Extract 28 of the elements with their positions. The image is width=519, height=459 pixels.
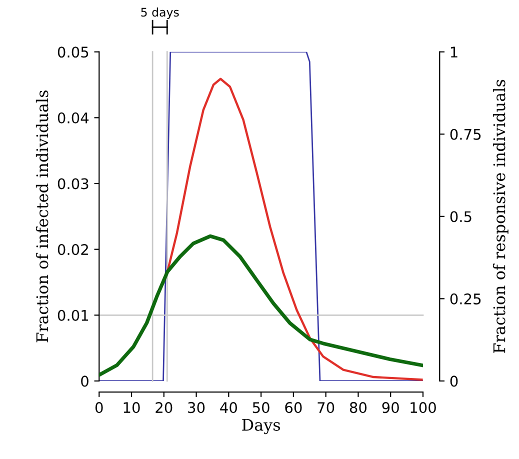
y2-tick-label: 1 bbox=[450, 46, 458, 58]
line-series bbox=[166, 78, 423, 381]
x-tick-label: 90 bbox=[382, 402, 399, 414]
x-tick-label: 0 bbox=[95, 402, 103, 414]
y-tick-label: 0 bbox=[81, 376, 88, 387]
y2-tick-label: 0.5 bbox=[450, 211, 472, 222]
line-series bbox=[99, 234, 423, 377]
y-tick-label: 0.05 bbox=[58, 46, 88, 58]
y2-tick-label: 0 bbox=[450, 376, 458, 387]
x-axis-title: Days bbox=[242, 418, 280, 434]
y-tick-label: 0.04 bbox=[58, 112, 89, 124]
x-tick-label: 20 bbox=[156, 402, 172, 414]
x-tick-label: 100 bbox=[410, 402, 436, 414]
x-tick-label: 80 bbox=[350, 402, 367, 414]
y-tick-label: 0.01 bbox=[58, 310, 88, 321]
y-tick-label: 0.03 bbox=[58, 178, 88, 190]
x-tick-label: 50 bbox=[252, 402, 270, 414]
y-tick-label: 0.02 bbox=[58, 244, 88, 256]
x-tick-label: 60 bbox=[285, 402, 302, 414]
y-axis-title: Fraction of infected individuals bbox=[36, 90, 48, 342]
x-tick-label: 40 bbox=[220, 402, 237, 414]
x-tick-label: 30 bbox=[188, 402, 205, 414]
text: 5 days bbox=[141, 8, 179, 19]
x-tick-label: 70 bbox=[318, 402, 334, 414]
y2-axis-title: Fraction of responsive individuals bbox=[492, 80, 508, 353]
y2-tick-label: 0.75 bbox=[450, 128, 481, 140]
y2-tick-label: 0.25 bbox=[450, 293, 481, 304]
x-tick-label: 10 bbox=[124, 402, 140, 414]
